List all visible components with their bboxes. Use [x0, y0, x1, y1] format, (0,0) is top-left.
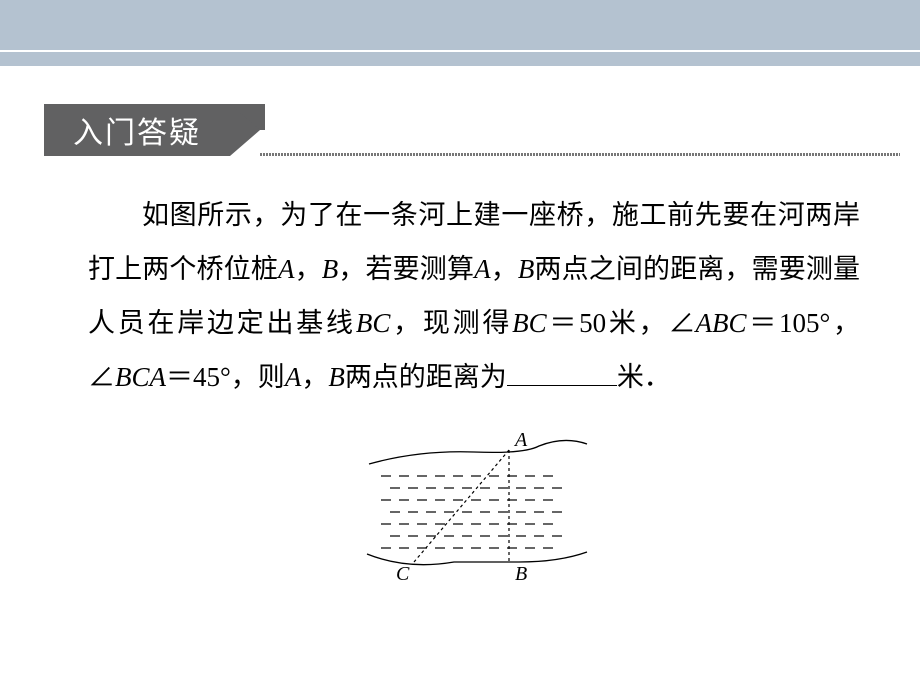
eq-3: ＝45°，则 [166, 362, 285, 392]
blue-strip [0, 52, 920, 66]
top-bar [0, 0, 920, 52]
figure-container: A B C [88, 422, 860, 582]
header-notch-tri [230, 104, 260, 156]
svg-text:C: C [396, 563, 410, 582]
var-A-1: A [278, 254, 295, 284]
svg-text:A: A [513, 429, 528, 451]
content-area: 如图所示，为了在一条河上建一座桥，施工前先要在河两岸打上两个桥位桩A，B，若要测… [0, 188, 920, 582]
var-B-2: B [518, 254, 535, 284]
eq-1: ＝50米，∠ [547, 308, 696, 338]
text-seg-4: ，现测得 [390, 308, 512, 338]
text-seg-5: 两点的距离为 [345, 362, 507, 392]
comma-1: ， [294, 254, 321, 284]
var-BC-1: BC [356, 308, 391, 338]
river-diagram: A B C [359, 422, 589, 582]
var-ABC: ABC [695, 308, 746, 338]
comma-2: ， [491, 254, 518, 284]
header-title: 入门答疑 [73, 108, 201, 152]
svg-text:B: B [515, 563, 527, 582]
problem-text: 如图所示，为了在一条河上建一座桥，施工前先要在河两岸打上两个桥位桩A，B，若要测… [88, 188, 860, 404]
var-BCA: BCA [115, 362, 166, 392]
section-header: 入门答疑 [44, 104, 920, 160]
text-tail: 米． [617, 362, 671, 392]
var-A-2: A [474, 254, 491, 284]
var-A-3: A [285, 362, 302, 392]
comma-3: ， [301, 362, 328, 392]
var-B-1: B [322, 254, 339, 284]
answer-blank[interactable] [507, 362, 617, 386]
var-B-3: B [328, 362, 345, 392]
text-seg-2: ，若要测算 [338, 254, 474, 284]
header-tab: 入门答疑 [44, 104, 230, 156]
var-BC-2: BC [512, 308, 547, 338]
header-underline [260, 153, 900, 156]
